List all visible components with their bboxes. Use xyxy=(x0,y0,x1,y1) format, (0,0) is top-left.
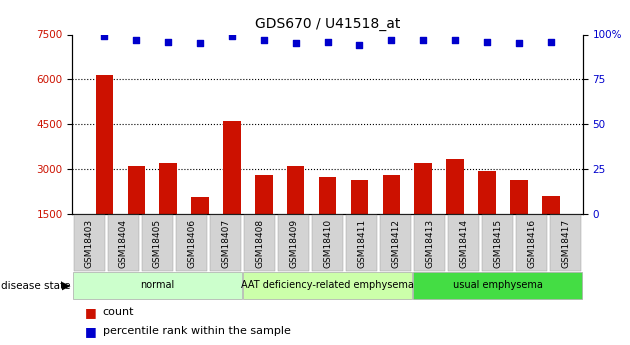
FancyBboxPatch shape xyxy=(346,215,377,272)
FancyBboxPatch shape xyxy=(210,215,241,272)
Point xyxy=(259,37,269,43)
Text: normal: normal xyxy=(140,280,175,290)
Point xyxy=(131,37,141,43)
Text: usual emphysema: usual emphysema xyxy=(453,280,542,290)
Point xyxy=(100,33,110,39)
Point xyxy=(355,42,365,48)
Bar xyxy=(382,175,400,259)
Point xyxy=(290,41,301,46)
FancyBboxPatch shape xyxy=(74,215,105,272)
Text: GSM18410: GSM18410 xyxy=(323,219,332,268)
Point xyxy=(195,41,205,46)
Bar xyxy=(287,166,304,259)
FancyBboxPatch shape xyxy=(73,272,242,299)
FancyBboxPatch shape xyxy=(449,215,479,272)
Bar xyxy=(510,179,528,259)
Bar xyxy=(351,179,369,259)
Text: GSM18413: GSM18413 xyxy=(425,219,434,268)
Text: GSM18407: GSM18407 xyxy=(221,219,230,268)
Text: GSM18417: GSM18417 xyxy=(561,219,570,268)
Text: GSM18416: GSM18416 xyxy=(527,219,536,268)
Bar xyxy=(223,121,241,259)
Bar xyxy=(192,197,209,259)
Text: AAT deficiency-related emphysema: AAT deficiency-related emphysema xyxy=(241,280,414,290)
Point xyxy=(163,39,173,45)
Bar xyxy=(96,75,113,259)
FancyBboxPatch shape xyxy=(483,215,513,272)
Bar xyxy=(542,196,559,259)
FancyBboxPatch shape xyxy=(176,215,207,272)
Title: GDS670 / U41518_at: GDS670 / U41518_at xyxy=(255,17,400,31)
FancyBboxPatch shape xyxy=(244,215,275,272)
Point xyxy=(418,37,428,43)
Bar xyxy=(127,166,145,259)
Point xyxy=(227,33,237,39)
Text: ■: ■ xyxy=(85,306,97,319)
FancyBboxPatch shape xyxy=(142,215,173,272)
Point xyxy=(546,39,556,45)
Point xyxy=(482,39,492,45)
Bar xyxy=(255,175,273,259)
Bar xyxy=(415,163,432,259)
Text: percentile rank within the sample: percentile rank within the sample xyxy=(103,326,290,336)
Point xyxy=(514,41,524,46)
Text: GSM18414: GSM18414 xyxy=(459,219,468,268)
Text: GSM18411: GSM18411 xyxy=(357,219,366,268)
Text: disease state: disease state xyxy=(1,281,70,290)
Text: GSM18415: GSM18415 xyxy=(493,219,502,268)
FancyBboxPatch shape xyxy=(312,215,343,272)
Point xyxy=(323,39,333,45)
Text: ▶: ▶ xyxy=(62,281,70,290)
Text: ■: ■ xyxy=(85,325,97,338)
FancyBboxPatch shape xyxy=(243,272,412,299)
Point xyxy=(386,37,396,43)
Bar xyxy=(159,163,177,259)
FancyBboxPatch shape xyxy=(278,215,309,272)
Text: GSM18409: GSM18409 xyxy=(289,219,298,268)
Bar xyxy=(447,159,464,259)
FancyBboxPatch shape xyxy=(415,215,445,272)
Text: GSM18404: GSM18404 xyxy=(119,219,128,268)
FancyBboxPatch shape xyxy=(413,272,582,299)
Text: GSM18406: GSM18406 xyxy=(187,219,196,268)
Text: GSM18403: GSM18403 xyxy=(85,219,94,268)
Text: GSM18408: GSM18408 xyxy=(255,219,264,268)
Bar xyxy=(478,170,496,259)
Bar xyxy=(319,177,336,259)
Text: GSM18405: GSM18405 xyxy=(153,219,162,268)
Text: GSM18412: GSM18412 xyxy=(391,219,400,268)
Point xyxy=(450,37,460,43)
FancyBboxPatch shape xyxy=(517,215,547,272)
FancyBboxPatch shape xyxy=(108,215,139,272)
Text: count: count xyxy=(103,307,134,317)
FancyBboxPatch shape xyxy=(381,215,411,272)
FancyBboxPatch shape xyxy=(551,215,581,272)
